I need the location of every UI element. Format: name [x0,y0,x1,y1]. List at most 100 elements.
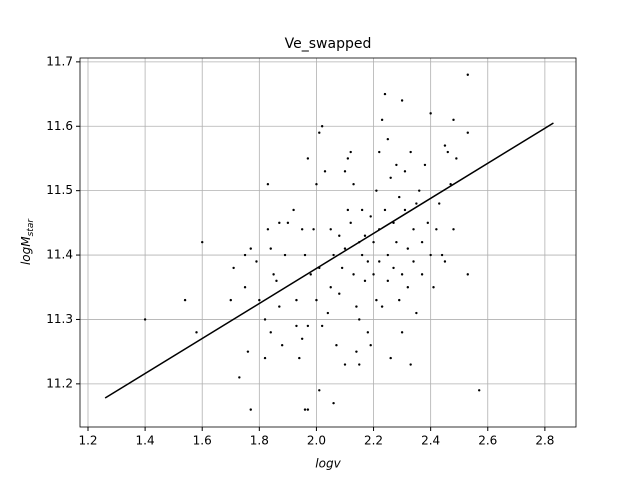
point [466,73,469,76]
point [278,305,281,308]
x-axis-label: logv [315,457,341,471]
point [406,247,410,250]
point [300,228,304,231]
point [420,240,424,244]
point [455,157,458,160]
point [295,298,298,302]
point [306,157,310,160]
point [349,150,352,154]
point [375,298,378,302]
point [380,118,384,122]
point [392,266,395,270]
point [386,279,390,283]
point [378,150,381,154]
x-tick-label: 2.0 [307,434,326,448]
point [375,189,378,192]
point [269,331,272,334]
y-axis-label: logMstar [19,218,36,265]
point [315,183,318,186]
chart-title: Ve_swapped [285,36,372,52]
point [423,163,427,167]
point [403,208,407,212]
point [332,401,335,405]
point [400,99,404,102]
point [283,253,287,257]
point [272,273,275,276]
point [346,157,350,160]
point [343,247,347,250]
x-tick-label: 2.6 [478,434,497,448]
point [352,273,355,276]
point [386,137,390,141]
point [358,363,361,366]
point [278,221,281,225]
point [266,183,270,186]
point [443,144,447,147]
point [395,163,398,167]
point [383,208,387,212]
point [380,305,384,308]
point [183,298,187,302]
point [232,266,235,270]
point [309,273,312,276]
point [318,389,321,392]
point [298,356,301,360]
point [329,286,332,289]
point [466,131,469,134]
point [477,389,481,392]
point [338,292,341,295]
point [355,305,358,308]
y-tick-label: 11.6 [46,119,73,133]
point [383,92,387,96]
point [409,363,412,366]
point [263,318,267,321]
point [306,408,310,411]
point [335,344,338,347]
point [412,260,415,263]
point [378,260,381,263]
point [320,324,324,328]
point [420,273,424,276]
point [315,298,318,302]
point [372,273,375,276]
point [449,183,452,186]
point [398,195,401,199]
point [412,228,415,231]
plot-frame [79,57,577,428]
point [366,260,370,263]
point [318,131,321,134]
point [400,331,404,334]
point [429,253,432,257]
point [452,228,455,231]
y-label-sub: star [26,218,36,237]
point [438,202,441,205]
x-tick-label: 2.8 [535,434,554,448]
point [243,286,247,289]
point [195,331,198,334]
point [355,350,358,353]
point [300,337,304,340]
point [452,118,455,122]
point [292,208,295,212]
point [389,176,392,179]
point [255,260,258,263]
point [429,112,432,115]
point [432,286,435,289]
point [329,228,332,231]
point [386,253,390,257]
y-tick-label: 11.7 [46,54,73,68]
point [295,324,298,328]
point [426,221,429,225]
point [358,318,361,321]
point [403,170,407,173]
point [400,273,404,276]
point [466,273,469,276]
x-tick-label: 1.8 [250,434,269,448]
point [320,125,324,128]
y-tick-label: 11.3 [46,312,73,326]
point [446,150,449,154]
point [415,202,418,205]
point [369,215,372,218]
fit-line [104,122,554,399]
